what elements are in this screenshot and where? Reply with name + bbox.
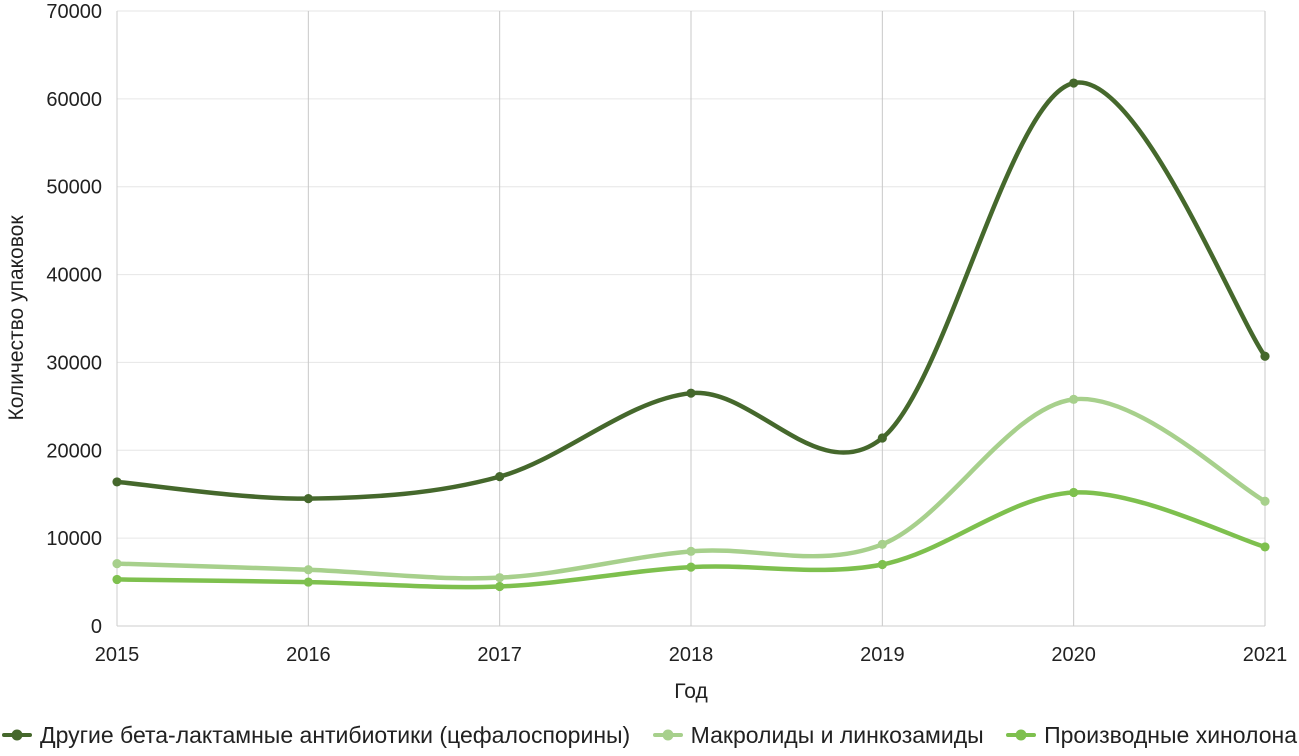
series-line-0[interactable] xyxy=(114,80,1268,501)
data-point-dot[interactable] xyxy=(877,433,887,443)
x-tick-label: 2021 xyxy=(1243,644,1288,666)
y-tick-label: 60000 xyxy=(46,89,102,111)
data-point-dot[interactable] xyxy=(686,562,696,572)
legend-line-marker-icon xyxy=(2,729,32,742)
y-axis-title: Количество упаковок xyxy=(5,215,28,421)
legend-label: Производные хинолона xyxy=(1044,721,1297,748)
data-point-dot[interactable] xyxy=(1069,78,1079,88)
data-point-dot[interactable] xyxy=(1069,487,1079,498)
data-point-dot[interactable] xyxy=(1260,542,1270,552)
y-tick-label: 30000 xyxy=(46,352,102,374)
y-tick-label: 40000 xyxy=(46,265,102,287)
legend-marker-dot xyxy=(662,729,674,741)
x-tick-label: 2015 xyxy=(95,644,140,666)
legend-line-marker-icon xyxy=(1006,729,1037,742)
data-point-dot[interactable] xyxy=(1260,351,1270,361)
data-point-dot[interactable] xyxy=(303,565,313,575)
data-point-dot[interactable] xyxy=(112,477,122,487)
y-tick-label: 10000 xyxy=(46,528,102,550)
x-tick-label: 2020 xyxy=(1051,644,1096,666)
data-point-dot[interactable] xyxy=(877,539,887,549)
data-point-dot[interactable] xyxy=(303,494,313,504)
y-tick-label: 70000 xyxy=(46,1,102,23)
data-point-dot[interactable] xyxy=(877,559,887,570)
y-tick-label: 50000 xyxy=(46,177,102,199)
x-tick-label: 2017 xyxy=(477,644,522,666)
data-point-dot[interactable] xyxy=(686,546,696,556)
data-point-dot[interactable] xyxy=(1260,496,1270,506)
data-point-dot[interactable] xyxy=(112,574,122,585)
data-point-dot[interactable] xyxy=(495,581,505,592)
legend-item-0[interactable]: Другие бета-лактамные антибиотики (цефал… xyxy=(2,722,630,749)
data-point-dot[interactable] xyxy=(686,388,696,398)
x-tick-label: 2019 xyxy=(860,644,905,666)
x-axis-title: Год xyxy=(674,680,708,703)
legend-item-1[interactable]: Макролиды и линкозамиды xyxy=(652,721,984,749)
x-tick-label: 2016 xyxy=(286,644,331,666)
legend-label: Другие бета-лактамные антибиотики (цефал… xyxy=(40,721,631,748)
legend-label: Макролиды и линкозамиды xyxy=(690,721,984,748)
y-tick-label: 20000 xyxy=(46,440,102,462)
legend-line-marker-icon xyxy=(652,729,683,742)
legend-marker-dot xyxy=(1015,729,1027,741)
data-point-dot[interactable] xyxy=(1069,394,1079,404)
legend-item-2[interactable]: Производные хинолона xyxy=(1006,722,1297,749)
data-point-dot[interactable] xyxy=(495,472,505,482)
data-point-dot[interactable] xyxy=(112,559,122,569)
y-tick-label: 0 xyxy=(91,616,102,638)
legend: Другие бета-лактамные антибиотики (цефал… xyxy=(2,716,1297,754)
legend-marker-dot xyxy=(11,729,23,741)
x-tick-label: 2018 xyxy=(669,644,714,666)
data-point-dot[interactable] xyxy=(495,573,505,583)
data-point-dot[interactable] xyxy=(303,577,313,587)
